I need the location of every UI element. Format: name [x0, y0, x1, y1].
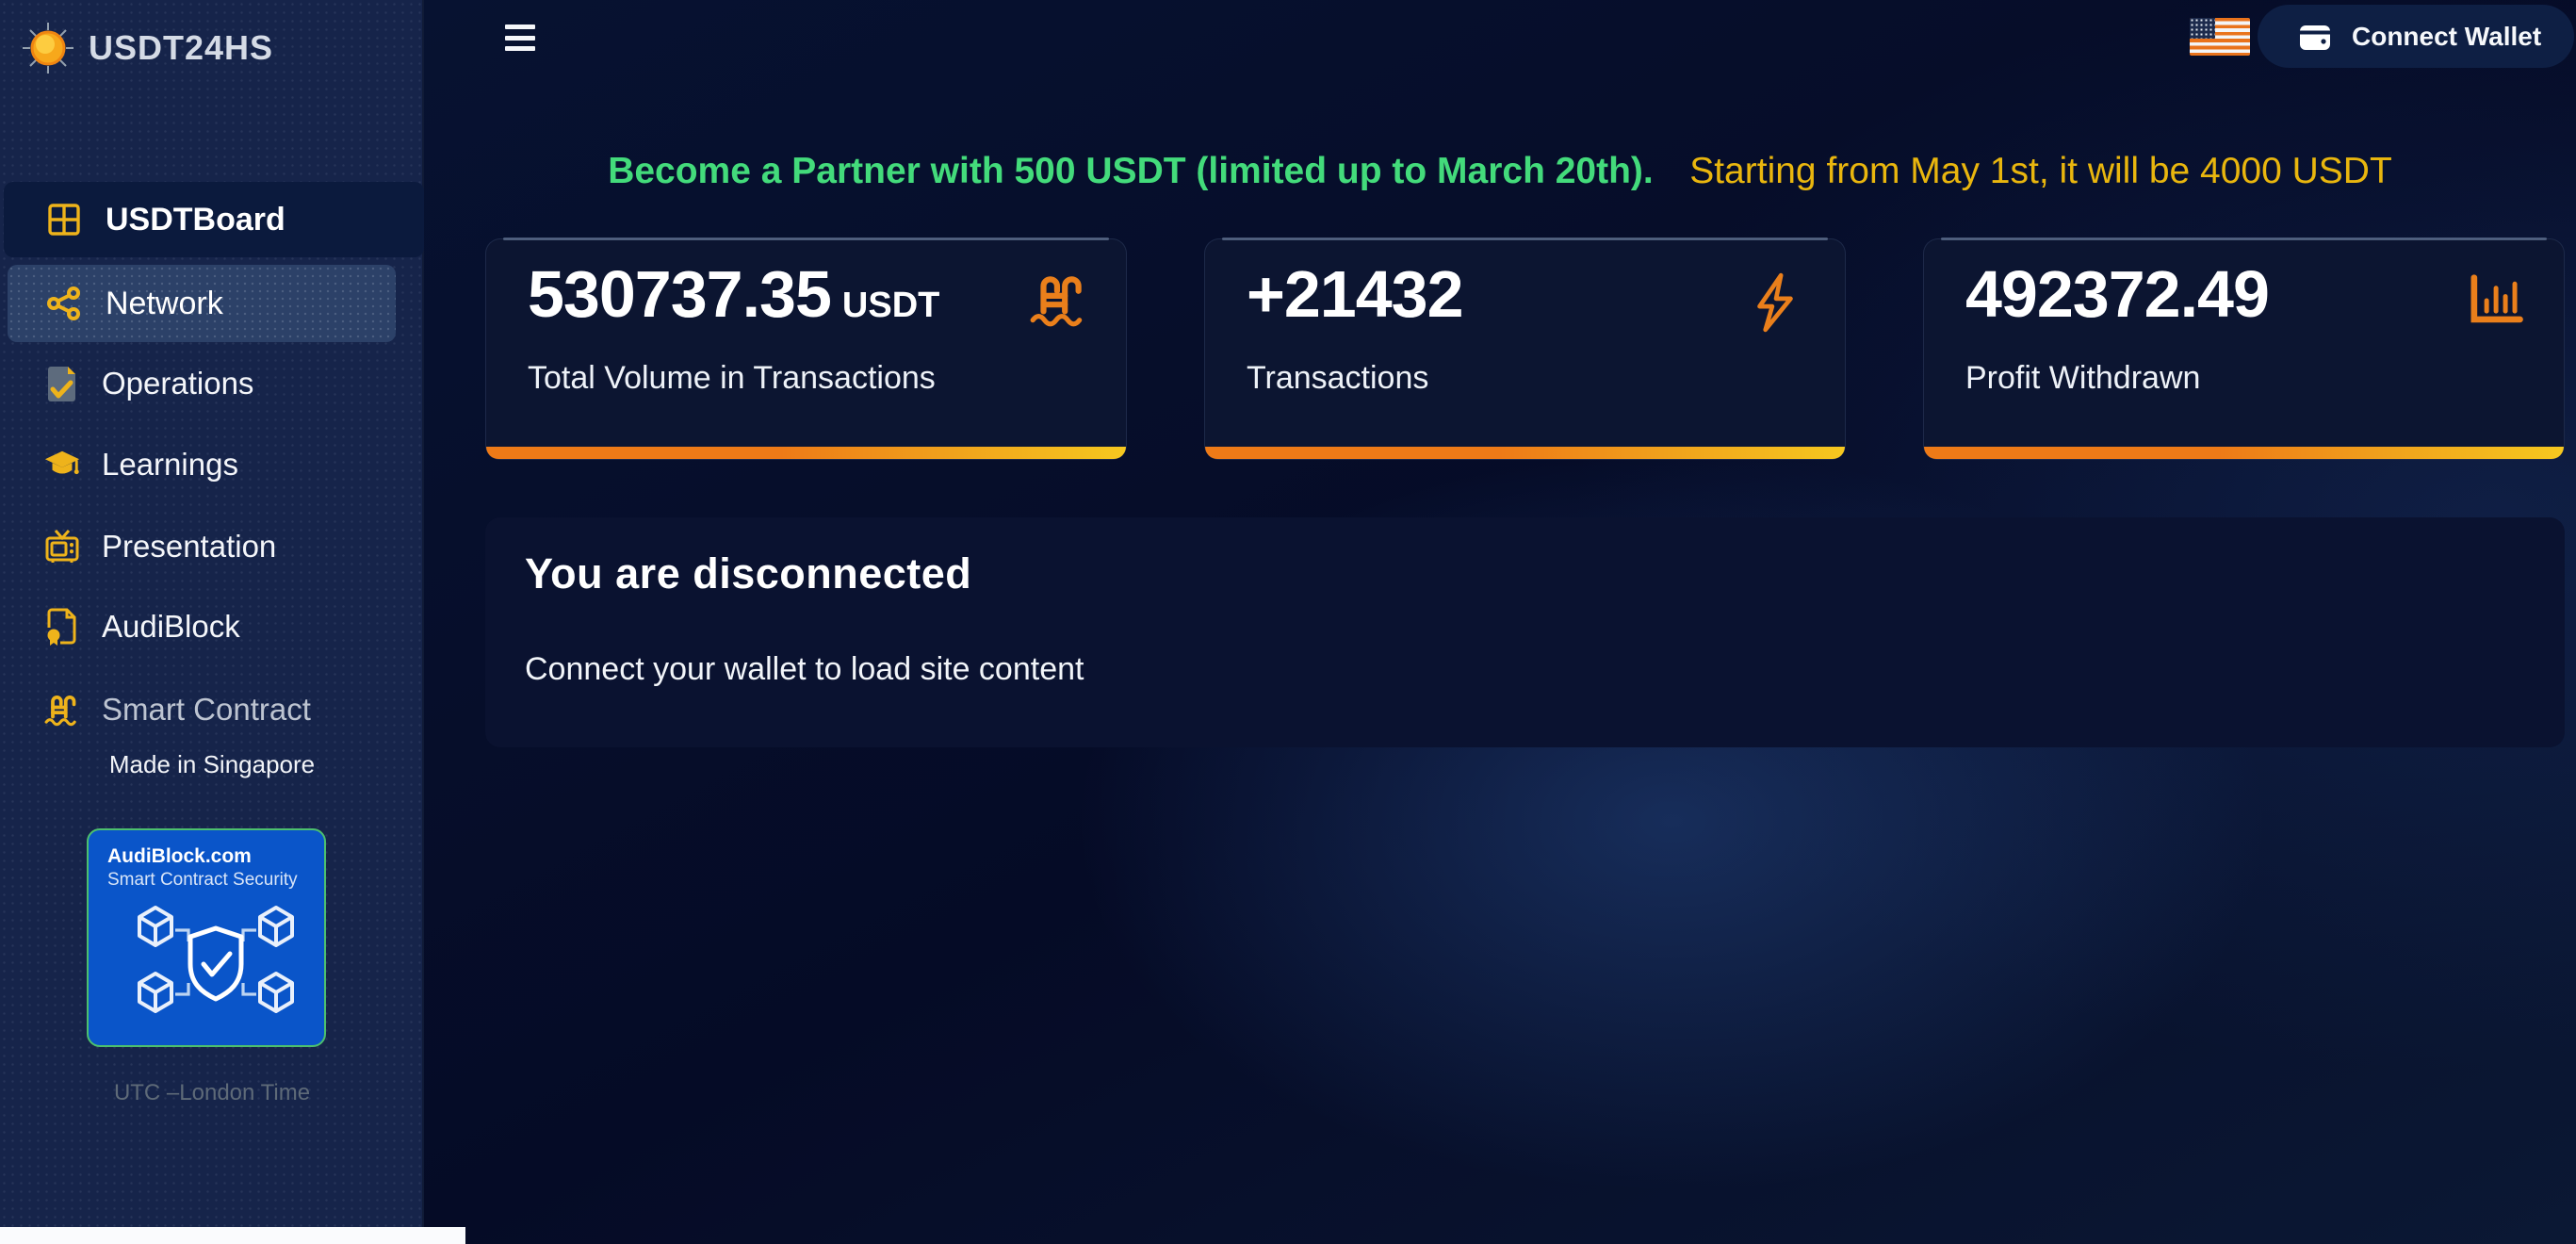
certificate-icon — [43, 608, 81, 646]
sidebar-item-audiblock[interactable]: AudiBlock — [0, 599, 396, 654]
share-nodes-icon — [45, 285, 83, 322]
sidebar-item-smart-contract[interactable]: Smart Contract — [0, 682, 396, 737]
card-accent-bar — [1205, 447, 1845, 459]
sidebar-item-usdtboard[interactable]: USDTBoard — [4, 182, 424, 257]
timezone-note: UTC –London Time — [113, 1080, 311, 1105]
us-flag-icon[interactable] — [2190, 18, 2250, 56]
sidebar-item-label: USDTBoard — [106, 201, 285, 237]
disconnected-title: You are disconnected — [525, 549, 972, 597]
connect-wallet-button[interactable]: Connect Wallet — [2258, 5, 2574, 68]
connect-wallet-label: Connect Wallet — [2352, 21, 2542, 51]
sidebar-item-label: AudiBlock — [102, 609, 240, 644]
sidebar-item-network[interactable]: Network — [8, 265, 396, 342]
badge-title: AudiBlock.com — [107, 845, 252, 867]
sun-icon — [21, 21, 75, 75]
horizontal-scrollbar[interactable] — [0, 1227, 465, 1244]
sidebar-item-learnings[interactable]: Learnings — [0, 437, 396, 492]
stat-label: Transactions — [1247, 360, 1429, 396]
pool-ladder-icon — [1028, 271, 1090, 334]
cubes-shield-icon — [138, 906, 294, 1013]
wallet-icon — [2299, 23, 2331, 51]
sidebar-item-label: Network — [106, 285, 223, 321]
lightning-icon — [1747, 271, 1809, 334]
stat-value: 492372.49 — [1965, 257, 2270, 331]
tv-icon — [43, 528, 81, 565]
stat-value: +21432 — [1247, 257, 1464, 331]
sidebar-item-label: Presentation — [102, 529, 277, 564]
made-in-note: Made in Singapore — [108, 750, 316, 778]
sidebar-item-label: Smart Contract — [102, 692, 311, 727]
stat-card-total-volume: 530737.35 USDT Total Volume in Transacti… — [485, 237, 1127, 460]
stat-card-profit-withdrawn: 492372.49 Profit Withdrawn — [1923, 237, 2565, 460]
stat-value: 530737.35 — [528, 257, 832, 331]
document-check-icon — [43, 365, 81, 402]
stats-row: 530737.35 USDT Total Volume in Transacti… — [485, 237, 2565, 460]
stat-card-transactions: +21432 Transactions — [1204, 237, 1846, 460]
brand-title: USDT24HS — [89, 28, 274, 67]
card-accent-bar — [486, 447, 1126, 459]
stat-suffix: USDT — [841, 286, 940, 325]
announcement-banner: Become a Partner with 500 USDT (limited … — [424, 151, 2576, 192]
sidebar-item-label: Learnings — [102, 447, 238, 482]
graduation-cap-icon — [43, 446, 81, 483]
stat-label: Total Volume in Transactions — [528, 360, 936, 396]
flag-canton — [2190, 18, 2215, 39]
disconnected-message: Connect your wallet to load site content — [525, 651, 1084, 687]
audiblock-badge[interactable]: AudiBlock.com Smart Contract Security — [87, 828, 326, 1047]
announcement-secondary: Starting from May 1st, it will be 4000 U… — [1689, 151, 2392, 191]
bar-chart-icon — [2466, 271, 2528, 334]
brand-logo[interactable]: USDT24HS — [21, 21, 273, 75]
announcement-primary: Become a Partner with 500 USDT (limited … — [608, 151, 1654, 191]
grid-icon — [45, 201, 83, 238]
card-accent-bar — [1924, 447, 2564, 459]
badge-subtitle: Smart Contract Security — [107, 870, 298, 890]
disconnected-card: You are disconnected Connect your wallet… — [485, 517, 2565, 747]
sidebar-item-label: Operations — [102, 366, 254, 401]
sidebar: USDT24HS USDTBoard Network — [0, 0, 424, 1244]
stat-label: Profit Withdrawn — [1965, 360, 2201, 396]
pool-ladder-icon — [43, 691, 81, 728]
sidebar-item-presentation[interactable]: Presentation — [0, 519, 396, 574]
sidebar-item-operations[interactable]: Operations — [0, 356, 396, 411]
hamburger-icon[interactable] — [505, 25, 535, 51]
main-content: Connect Wallet Become a Partner with 500… — [424, 0, 2576, 1244]
